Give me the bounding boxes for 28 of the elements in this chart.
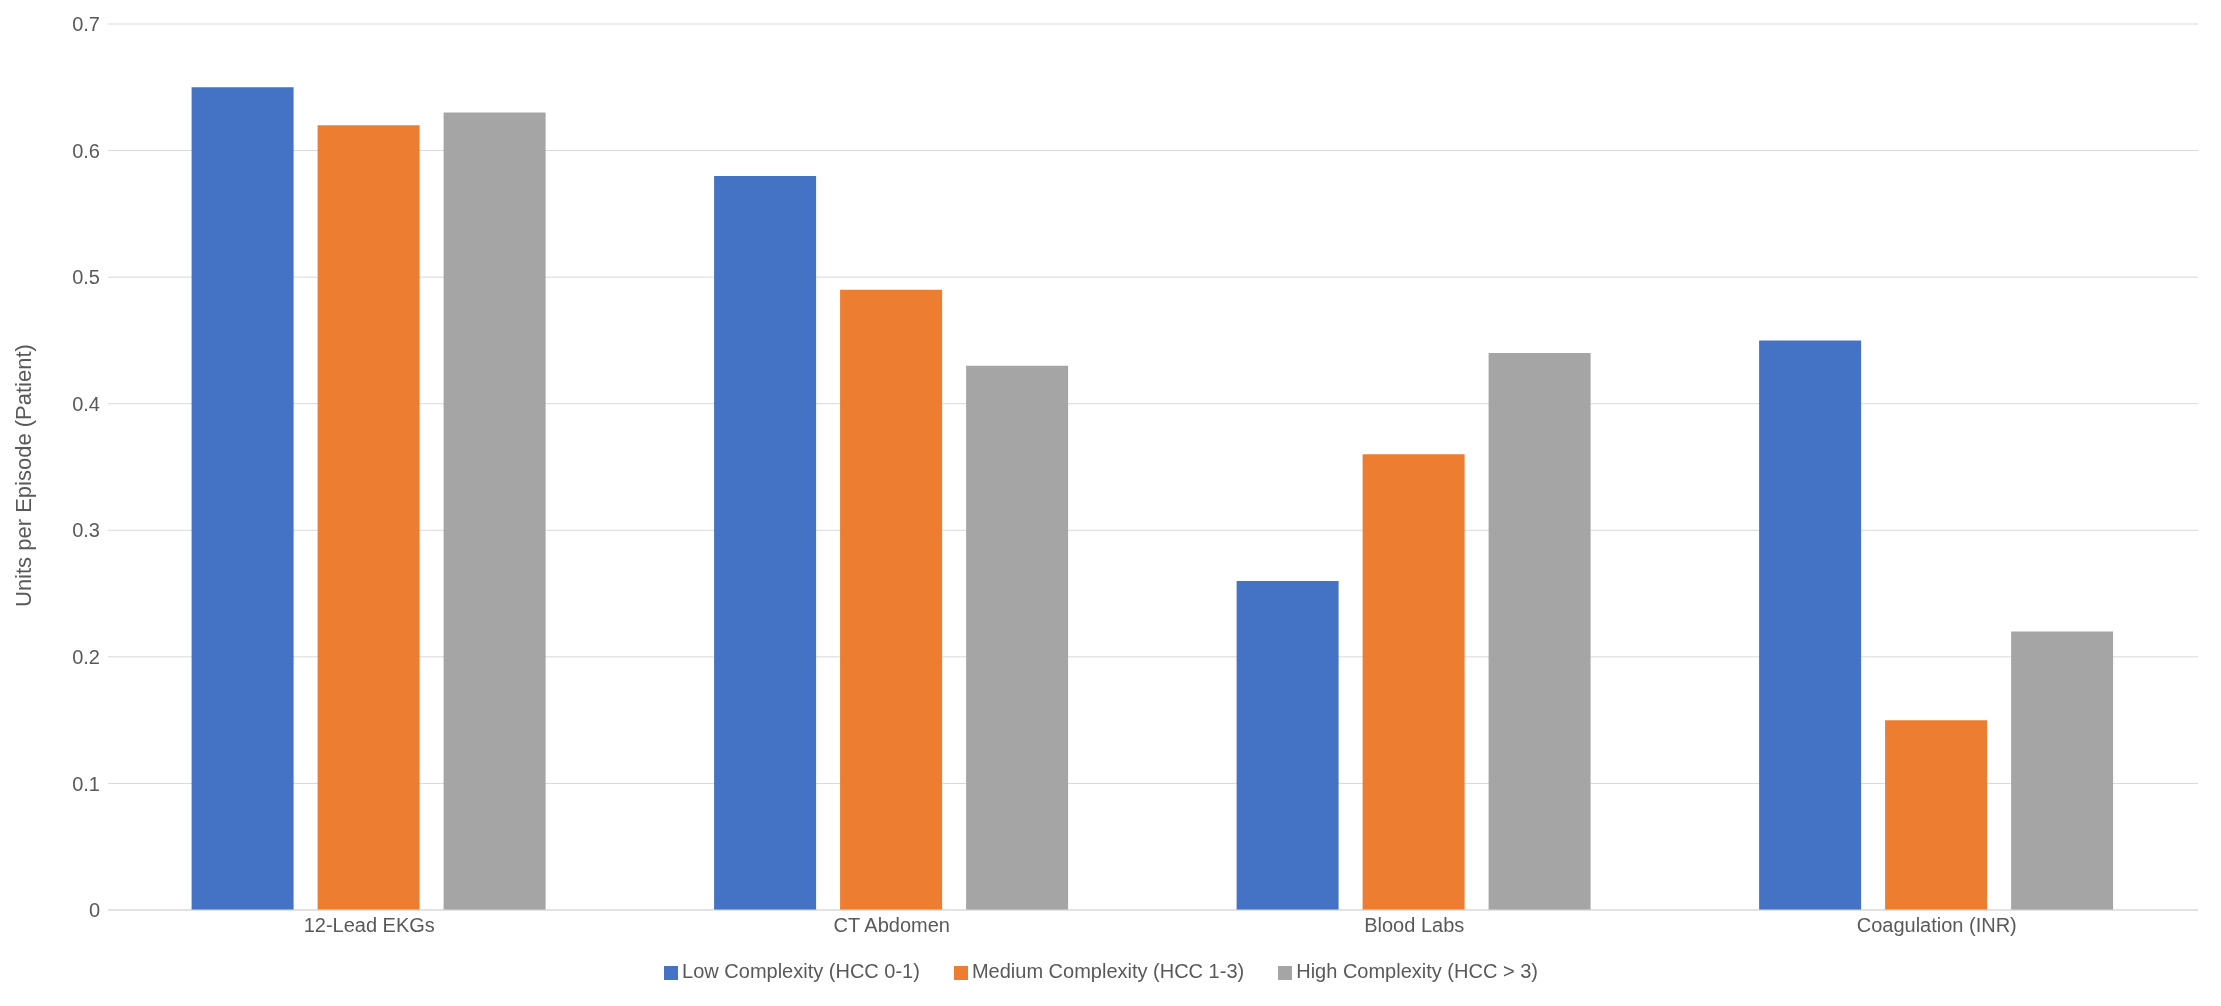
y-tick-label: 0.7 [72, 13, 100, 36]
legend-label: Medium Complexity (HCC 1-3) [971, 960, 1245, 982]
x-tick-label: CT Abdomen [833, 914, 950, 937]
x-tick-label: Blood Labs [1364, 914, 1465, 937]
bar [2011, 631, 2114, 910]
x-tick-label: Coagulation (INR) [1856, 914, 2017, 937]
bar [191, 87, 294, 910]
y-tick-label: 0.5 [72, 266, 100, 289]
y-tick-label: 0.2 [72, 645, 100, 668]
bar [840, 289, 943, 910]
bar [443, 112, 546, 910]
y-tick-label: 0.6 [72, 139, 100, 162]
bar [1759, 340, 1862, 910]
y-tick-label: 0 [88, 899, 100, 922]
bar [1488, 353, 1591, 910]
bar [966, 365, 1069, 910]
legend-label: High Complexity (HCC > 3) [1296, 960, 1538, 982]
y-tick-label: 0.1 [72, 772, 100, 795]
bar [1236, 580, 1339, 910]
y-tick-label: 0.3 [72, 519, 100, 542]
x-tick-label: 12-Lead EKGs [303, 914, 435, 937]
legend-label: Low Complexity (HCC 0-1) [682, 960, 920, 982]
y-axis-title: Units per Episode (Patient) [10, 344, 36, 607]
y-tick-label: 0.4 [72, 392, 100, 415]
bar [714, 175, 817, 910]
bar [317, 125, 420, 910]
bar [1362, 454, 1465, 910]
bar [1885, 720, 1988, 910]
